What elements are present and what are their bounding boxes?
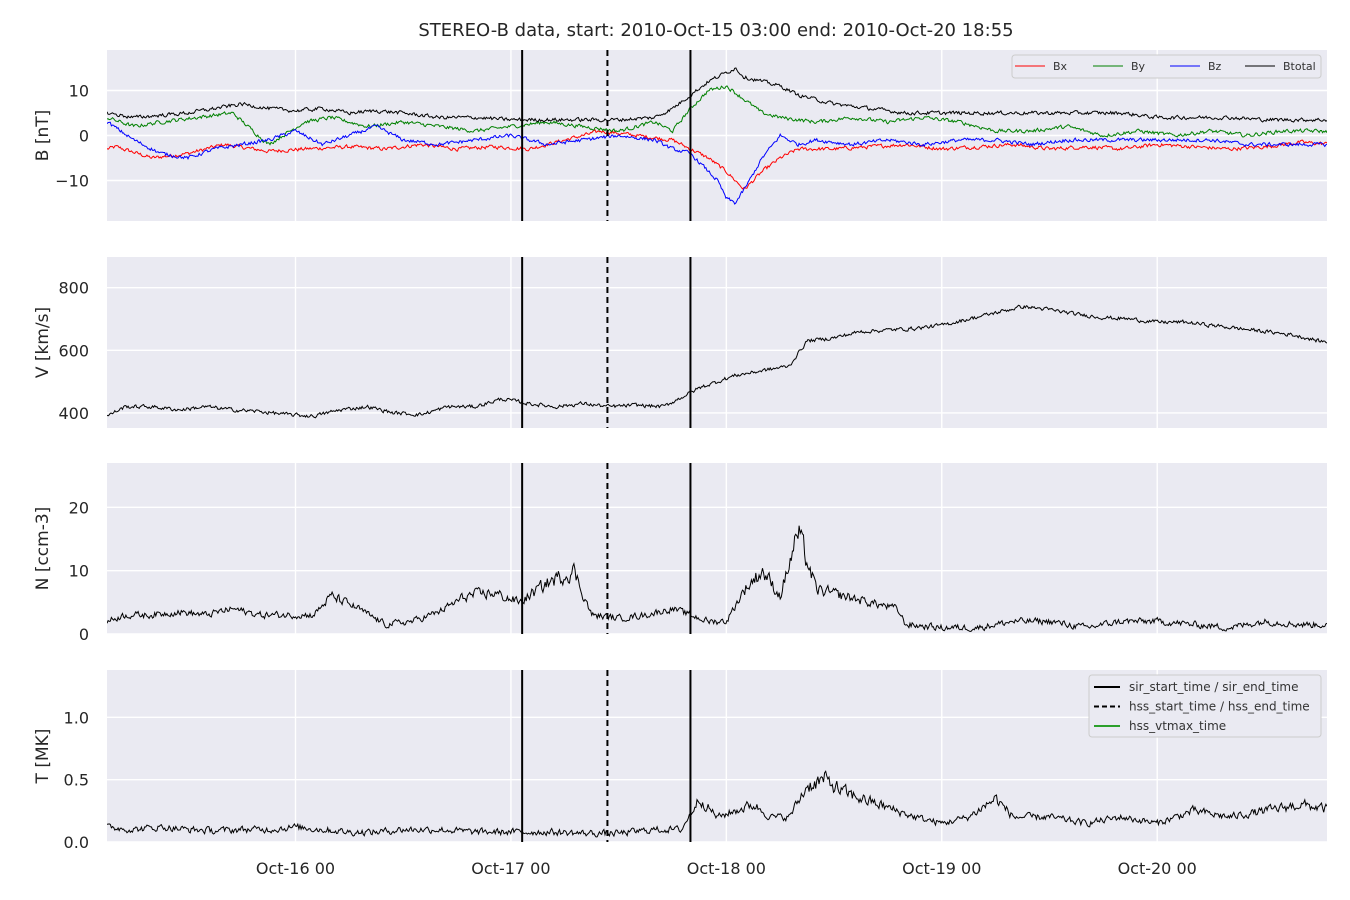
legend-label: Bx xyxy=(1053,60,1068,73)
y-tick-label: 800 xyxy=(58,279,89,298)
y-tick-label: 10 xyxy=(69,82,89,101)
y-axis-label: V [km/s] xyxy=(33,307,53,378)
series-line-t xyxy=(107,770,1327,838)
x-tick-label: Oct-20 00 xyxy=(1118,859,1197,878)
y-tick-label: 0.5 xyxy=(64,771,89,790)
legend-label: hss_start_time / hss_end_time xyxy=(1129,700,1310,714)
series-line-bz xyxy=(107,121,1327,205)
plot-area xyxy=(107,257,1327,428)
legend-b: Bx By Bz Btotal xyxy=(1011,54,1322,79)
series-line-n xyxy=(107,525,1327,632)
panel-B: 10 0 −10B [nT] Bx By Bz Btotal xyxy=(33,50,1327,221)
series-line-btotal xyxy=(107,67,1327,123)
y-tick-label: 20 xyxy=(69,498,89,517)
panel-N: 20 10 0 N [ccm-3] xyxy=(33,463,1327,644)
panel-V: 800 600 400 V [km/s] xyxy=(33,257,1327,428)
y-axis-label: T [MK] xyxy=(33,729,53,785)
y-tick-label: 400 xyxy=(58,404,89,423)
series-line-bx xyxy=(107,129,1327,190)
legend-label: sir_start_time / sir_end_time xyxy=(1129,680,1299,694)
y-tick-label: −10 xyxy=(55,172,89,191)
legend-events: sir_start_time / sir_end_time hss_start_t… xyxy=(1088,674,1322,738)
legend-label: Btotal xyxy=(1283,60,1316,73)
legend-label: By xyxy=(1131,60,1146,73)
y-tick-label: 0 xyxy=(79,625,89,644)
y-tick-label: 0.0 xyxy=(64,833,89,852)
y-tick-label: 0 xyxy=(79,127,89,146)
series-line-by xyxy=(107,85,1327,146)
legend-label: Bz xyxy=(1208,60,1222,73)
x-tick-label: Oct-19 00 xyxy=(902,859,981,878)
y-axis-label: B [nT] xyxy=(33,110,53,162)
panel-T: 1.0 0.5 0.0 T [MK] sir_start_time / sir_end_… xyxy=(33,670,1327,852)
x-tick-label: Oct-17 00 xyxy=(471,859,550,878)
y-axis-label: N [ccm-3] xyxy=(33,507,53,591)
figure-title: STEREO-B data, start: 2010-Oct-15 03:00 … xyxy=(418,20,1013,41)
x-tick-label: Oct-16 00 xyxy=(256,859,335,878)
y-tick-label: 10 xyxy=(69,562,89,581)
x-tick-label: Oct-18 00 xyxy=(687,859,766,878)
legend-label: hss_vtmax_time xyxy=(1129,719,1226,733)
plot-area xyxy=(107,463,1327,634)
y-tick-label: 1.0 xyxy=(64,708,89,727)
series-line-v xyxy=(107,304,1327,419)
y-tick-label: 600 xyxy=(58,341,89,360)
